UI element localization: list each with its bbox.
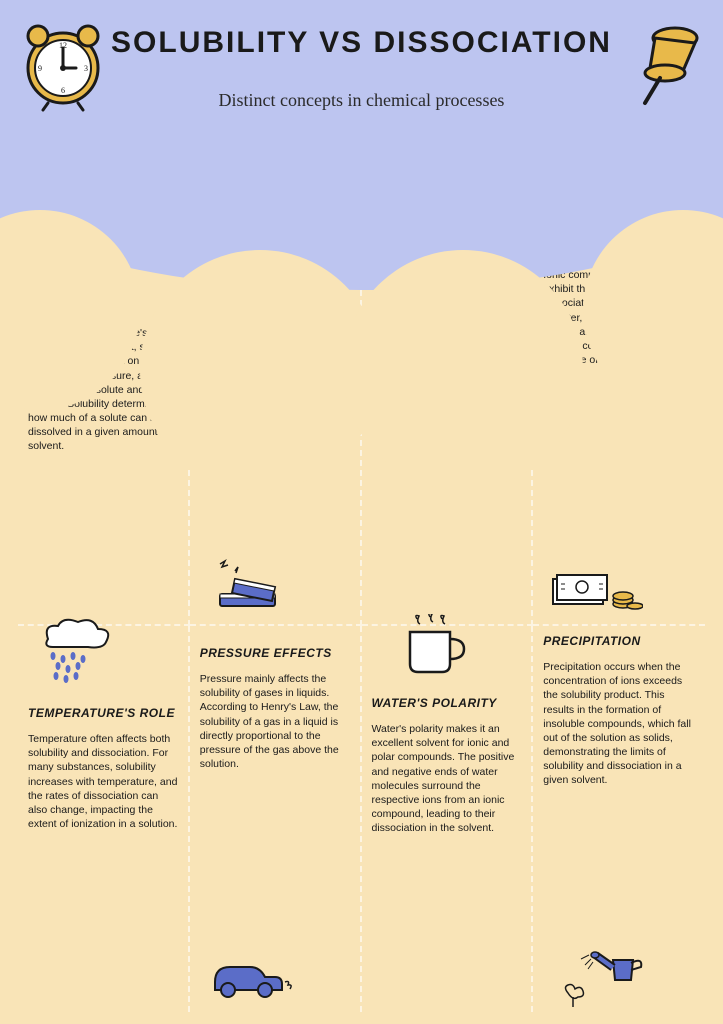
cell-title: PRECIPITATION — [543, 634, 695, 648]
car-icon — [200, 952, 350, 1002]
cell-title: PRESSURE EFFECTS — [200, 646, 350, 660]
main-title: SOLUBILITY VS DISSOCIATION — [0, 25, 723, 61]
title-area: SOLUBILITY VS DISSOCIATION Distinct conc… — [0, 0, 723, 112]
cell-body: Precipitation occurs when the concentrat… — [543, 660, 695, 788]
rain-cloud-icon — [28, 626, 128, 676]
cell-body: Water's polarity makes it an excellent s… — [372, 722, 522, 835]
mug-icon — [392, 621, 472, 671]
cell-precipitation: PRECIPITATION Precipitation occurs when … — [533, 626, 705, 1012]
cell-temperature: TEMPERATURE'S ROLE Temperature often aff… — [18, 626, 190, 1012]
svg-text:3: 3 — [84, 64, 88, 73]
wave-decoration — [0, 190, 723, 270]
subtitle: Distinct concepts in chemical processes — [0, 89, 723, 112]
cell-body: Temperature often affects both solubilit… — [28, 732, 178, 831]
svg-text:9: 9 — [38, 64, 42, 73]
books-icon — [200, 564, 350, 614]
cell-body: Pressure mainly affects the solubility o… — [200, 672, 350, 771]
svg-text:12: 12 — [59, 41, 67, 50]
push-pin-icon — [625, 18, 705, 113]
cell-title: TEMPERATURE'S ROLE — [28, 706, 178, 720]
watering-can-icon — [543, 952, 695, 1002]
alarm-clock-icon: 12 3 6 9 — [18, 18, 108, 118]
svg-text:6: 6 — [61, 86, 65, 95]
cell-title: WATER'S POLARITY — [372, 696, 522, 710]
cell-pressure: PRESSURE EFFECTS Pressure mainly affects… — [190, 626, 362, 1012]
cell-water-polarity: WATER'S POLARITY Water's polarity makes … — [362, 626, 534, 1012]
money-icon — [543, 564, 695, 614]
